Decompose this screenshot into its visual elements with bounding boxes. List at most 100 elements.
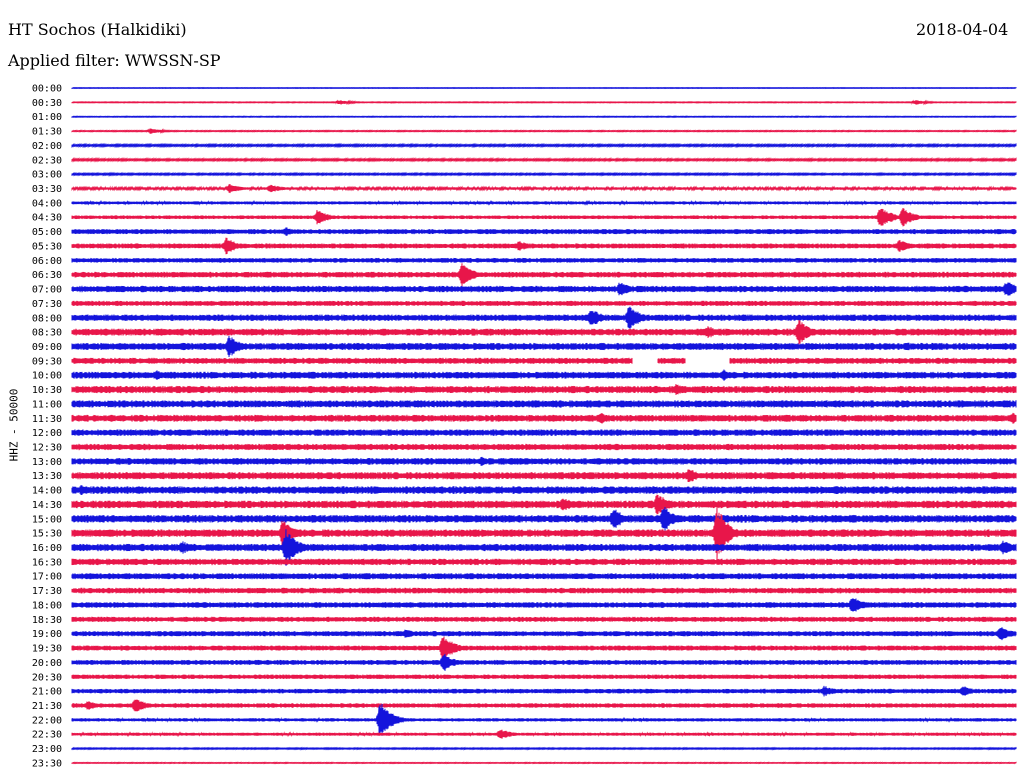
trace-2300 xyxy=(71,746,1017,751)
trace-1930 xyxy=(71,636,1017,660)
row-label-0100: 01:00 xyxy=(32,112,62,123)
row-label-1800: 18:00 xyxy=(32,600,62,611)
row-label-0830: 08:30 xyxy=(32,328,62,339)
row-label-2000: 20:00 xyxy=(32,658,62,669)
row-label-1030: 10:30 xyxy=(32,385,62,396)
trace-0200 xyxy=(71,142,1017,149)
row-tick-labels: 00:00 00:30 01:00 01:30 02:00 02:30 03:00 03:30… xyxy=(32,84,62,770)
trace-2230 xyxy=(71,729,1017,739)
date-label: 2018-04-04 xyxy=(916,20,1009,39)
trace-0400 xyxy=(71,199,1017,206)
row-label-1930: 19:30 xyxy=(32,644,62,655)
row-label-2200: 22:00 xyxy=(32,715,62,726)
row-label-1830: 18:30 xyxy=(32,615,62,626)
trace-1100 xyxy=(71,400,1017,408)
row-label-0130: 01:30 xyxy=(32,127,62,138)
seismic-traces xyxy=(71,86,1017,765)
trace-0600 xyxy=(71,257,1017,263)
row-label-0200: 02:00 xyxy=(32,141,62,152)
row-label-1430: 14:30 xyxy=(32,500,62,511)
row-label-1200: 12:00 xyxy=(32,428,62,439)
row-label-0000: 00:00 xyxy=(32,84,62,95)
row-label-0600: 06:00 xyxy=(32,256,62,267)
trace-0700 xyxy=(71,282,1017,296)
trace-0300 xyxy=(71,171,1017,177)
row-label-1000: 10:00 xyxy=(32,371,62,382)
trace-0230 xyxy=(71,156,1017,163)
row-label-1730: 17:30 xyxy=(32,586,62,597)
row-label-1230: 12:30 xyxy=(32,443,62,454)
row-label-1530: 15:30 xyxy=(32,529,62,540)
trace-0500 xyxy=(71,227,1017,236)
trace-1200 xyxy=(71,429,1017,436)
row-label-0300: 03:00 xyxy=(32,170,62,181)
trace-0100 xyxy=(71,115,1017,119)
trace-2100 xyxy=(71,685,1017,697)
row-label-2130: 21:30 xyxy=(32,701,62,712)
trace-2330 xyxy=(71,761,1017,765)
trace-2030 xyxy=(71,674,1017,680)
row-label-1900: 19:00 xyxy=(32,629,62,640)
row-label-0230: 02:30 xyxy=(32,155,62,166)
row-label-0900: 09:00 xyxy=(32,342,62,353)
row-label-1130: 11:30 xyxy=(32,414,62,425)
trace-1130 xyxy=(71,412,1017,424)
row-label-1100: 11:00 xyxy=(32,399,62,410)
row-label-2330: 23:30 xyxy=(32,758,62,769)
trace-1600 xyxy=(71,529,1017,566)
row-label-0800: 08:00 xyxy=(32,313,62,324)
trace-1400 xyxy=(71,485,1017,496)
row-label-0700: 07:00 xyxy=(32,285,62,296)
trace-1630 xyxy=(71,558,1017,566)
trace-0330 xyxy=(71,183,1017,194)
trace-0830 xyxy=(71,319,1017,345)
row-label-1300: 13:00 xyxy=(32,457,62,468)
station-title: HT Sochos (Halkidiki) xyxy=(8,20,187,39)
row-label-2030: 20:30 xyxy=(32,672,62,683)
trace-0930 xyxy=(71,357,1017,364)
trace-0000 xyxy=(71,86,1017,90)
trace-1530 xyxy=(71,506,1017,561)
row-label-1400: 14:00 xyxy=(32,486,62,497)
row-label-1700: 17:00 xyxy=(32,572,62,583)
row-label-1600: 16:00 xyxy=(32,543,62,554)
row-label-0530: 05:30 xyxy=(32,241,62,252)
trace-0030 xyxy=(71,99,1017,106)
trace-0800 xyxy=(71,306,1017,329)
row-label-2230: 22:30 xyxy=(32,730,62,741)
trace-1330 xyxy=(71,469,1017,483)
trace-0130 xyxy=(71,128,1017,135)
row-label-0730: 07:30 xyxy=(32,299,62,310)
row-label-0930: 09:30 xyxy=(32,356,62,367)
row-label-0330: 03:30 xyxy=(32,184,62,195)
row-label-2100: 21:00 xyxy=(32,687,62,698)
trace-1730 xyxy=(71,587,1017,594)
filter-label: Applied filter: WWSSN-SP xyxy=(8,51,221,70)
row-label-1330: 13:30 xyxy=(32,471,62,482)
row-label-1500: 15:00 xyxy=(32,514,62,525)
trace-1800 xyxy=(71,598,1017,612)
trace-1830 xyxy=(71,616,1017,622)
trace-0630 xyxy=(71,263,1017,287)
trace-1500 xyxy=(71,506,1017,531)
trace-1030 xyxy=(71,384,1017,396)
row-label-1630: 16:30 xyxy=(32,557,62,568)
trace-1230 xyxy=(71,443,1017,451)
row-label-2300: 23:00 xyxy=(32,744,62,755)
trace-1000 xyxy=(71,369,1017,381)
row-label-0500: 05:00 xyxy=(32,227,62,238)
row-label-0630: 06:30 xyxy=(32,270,62,281)
trace-0530 xyxy=(71,237,1017,255)
trace-0730 xyxy=(71,300,1017,307)
trace-1900 xyxy=(71,627,1017,641)
row-label-0030: 00:30 xyxy=(32,98,62,109)
trace-2200 xyxy=(71,703,1017,736)
trace-0430 xyxy=(71,207,1017,227)
trace-1300 xyxy=(71,456,1017,466)
row-label-0400: 04:00 xyxy=(32,198,62,209)
trace-0900 xyxy=(71,335,1017,358)
row-label-0430: 04:30 xyxy=(32,213,62,224)
trace-2130 xyxy=(71,699,1017,712)
trace-1430 xyxy=(71,494,1017,515)
